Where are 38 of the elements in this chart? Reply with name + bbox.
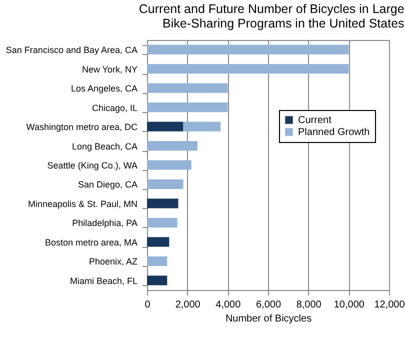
x-tick-label: 4,000 xyxy=(216,300,242,310)
chart-title: Current and Future Number of Bicycles in Large Bike-Sharing Programs in the United States xyxy=(138,2,404,30)
y-tick-label: Miami Beach, FL xyxy=(70,276,138,286)
x-tick-label: 6,000 xyxy=(256,300,282,310)
bar xyxy=(147,102,228,112)
bar xyxy=(147,256,168,266)
bar xyxy=(147,122,184,132)
y-tick-label: Washington metro area, DC xyxy=(26,122,138,132)
y-tick-label: Los Angeles, CA xyxy=(70,84,138,94)
x-axis-title: Number of Bicycles xyxy=(225,314,312,324)
y-tick-label: Boston metro area, MA xyxy=(44,237,138,248)
legend-label: Planned Growth xyxy=(298,127,370,138)
legend-label: Current xyxy=(298,115,332,126)
x-tick-label: 12,000 xyxy=(374,300,405,310)
x-tick-label: 2,000 xyxy=(175,300,201,310)
bar xyxy=(147,276,168,286)
y-tick-label: San Diego, CA xyxy=(78,180,138,190)
y-tick-label: San Francisco and Bay Area, CA xyxy=(6,45,138,56)
bar xyxy=(147,198,178,208)
bar xyxy=(147,140,198,151)
bar xyxy=(147,64,349,74)
bar xyxy=(147,160,192,170)
y-tick-label: Phoenix, AZ xyxy=(88,256,138,267)
y-tick-label: New York, NY xyxy=(82,64,138,74)
bar xyxy=(147,83,228,93)
x-tick-label: 10,000 xyxy=(334,300,365,310)
bar xyxy=(147,237,170,247)
y-tick-label: Minneapolis & St. Paul, MN xyxy=(28,198,138,209)
y-tick-label: Seattle (King Co.), WA xyxy=(47,160,138,170)
y-tick-label: Long Beach, CA xyxy=(72,141,138,152)
x-tick-label: 0 xyxy=(144,300,151,310)
x-tick-label: 8,000 xyxy=(296,300,322,310)
bar xyxy=(147,44,349,54)
y-tick-label: Chicago, IL xyxy=(92,102,138,113)
bar xyxy=(147,218,178,228)
bar xyxy=(147,179,184,190)
bar xyxy=(183,122,221,132)
y-tick-label: Philadelphia, PA xyxy=(72,218,138,228)
